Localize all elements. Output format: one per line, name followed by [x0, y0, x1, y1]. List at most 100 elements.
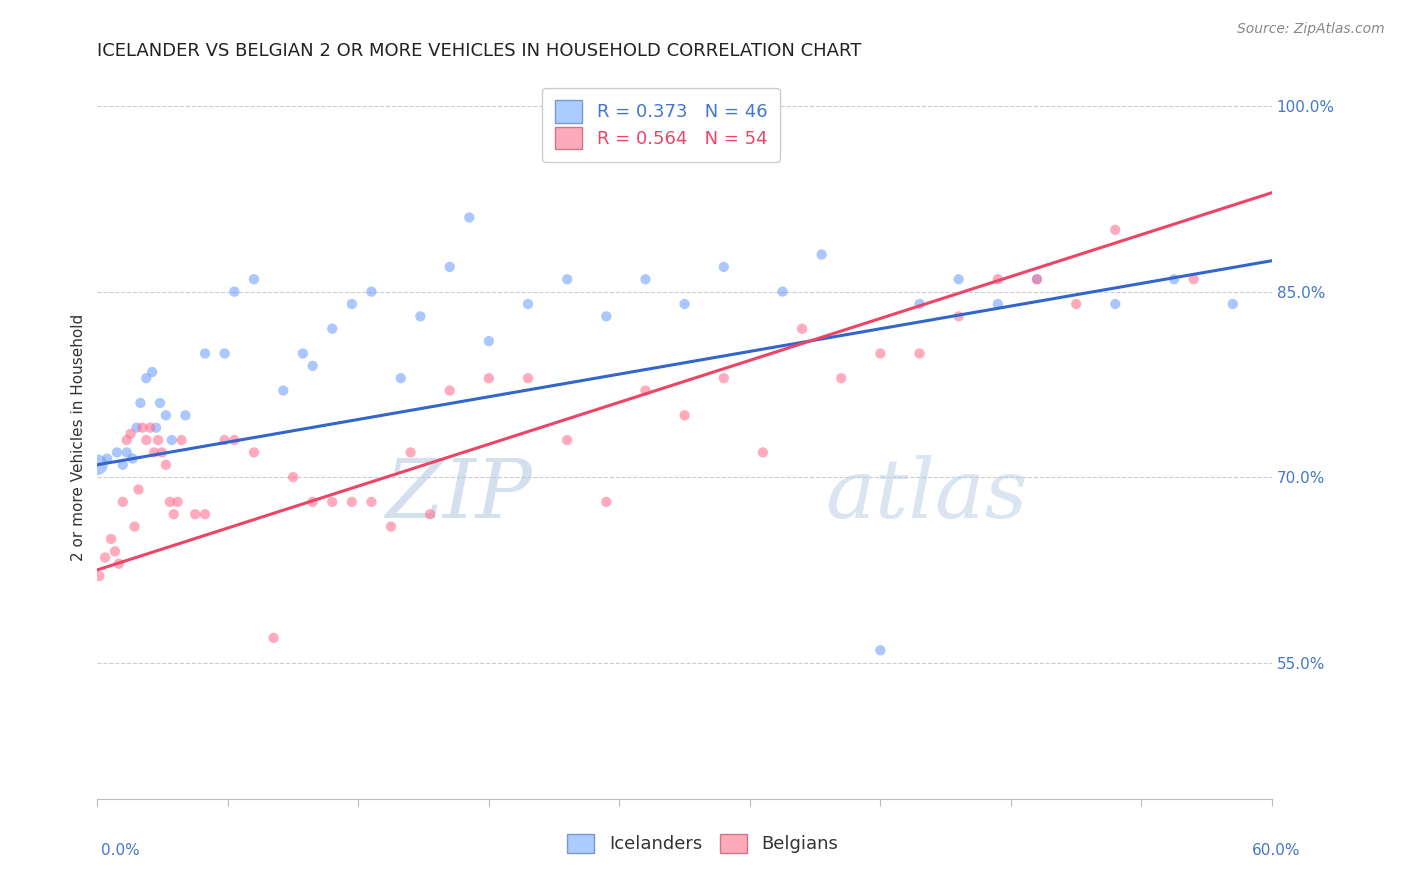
Point [115, 445, 138, 459]
Point [141, 365, 163, 379]
Point [1222, 297, 1244, 311]
Text: 0.0%: 0.0% [101, 843, 141, 858]
Point [478, 371, 501, 385]
Point [555, 433, 578, 447]
Point [869, 346, 891, 360]
Point [409, 310, 432, 324]
Point [127, 483, 149, 497]
Legend: R = 0.373   N = 46, R = 0.564   N = 54: R = 0.373 N = 46, R = 0.564 N = 54 [543, 87, 780, 161]
Point [389, 371, 412, 385]
Point [673, 297, 696, 311]
Point [1026, 272, 1049, 286]
Point [830, 371, 852, 385]
Point [360, 495, 382, 509]
Point [908, 346, 931, 360]
Point [439, 260, 461, 274]
Point [810, 247, 832, 261]
Point [1104, 223, 1126, 237]
Point [790, 322, 813, 336]
Point [105, 445, 128, 459]
Point [163, 508, 186, 522]
Point [948, 272, 970, 286]
Point [987, 297, 1010, 311]
Point [987, 272, 1010, 286]
Y-axis label: 2 or more Vehicles in Household: 2 or more Vehicles in Household [72, 313, 86, 560]
Point [713, 371, 735, 385]
Point [458, 211, 481, 225]
Point [340, 495, 363, 509]
Point [160, 433, 183, 447]
Legend: Icelanders, Belgians: Icelanders, Belgians [560, 827, 846, 861]
Point [517, 297, 540, 311]
Point [143, 445, 166, 459]
Point [108, 557, 131, 571]
Point [170, 433, 193, 447]
Text: ZIP: ZIP [385, 455, 531, 535]
Point [595, 310, 617, 324]
Point [419, 508, 441, 522]
Point [1104, 297, 1126, 311]
Point [135, 371, 157, 385]
Point [129, 396, 152, 410]
Point [214, 433, 236, 447]
Point [263, 631, 285, 645]
Point [273, 384, 295, 398]
Point [399, 445, 422, 459]
Point [281, 470, 304, 484]
Point [155, 409, 177, 423]
Point [166, 495, 188, 509]
Point [145, 420, 167, 434]
Point [517, 371, 540, 385]
Point [1026, 272, 1049, 286]
Point [321, 322, 343, 336]
Point [174, 409, 197, 423]
Point [121, 451, 143, 466]
Point [634, 384, 657, 398]
Point [869, 643, 891, 657]
Point [772, 285, 794, 299]
Point [301, 495, 323, 509]
Point [194, 346, 217, 360]
Point [159, 495, 181, 509]
Point [291, 346, 314, 360]
Text: atlas: atlas [825, 455, 1028, 535]
Point [100, 532, 122, 546]
Point [111, 495, 134, 509]
Point [1163, 272, 1185, 286]
Point [155, 458, 177, 472]
Point [124, 519, 146, 533]
Point [634, 272, 657, 286]
Text: ICELANDER VS BELGIAN 2 OR MORE VEHICLES IN HOUSEHOLD CORRELATION CHART: ICELANDER VS BELGIAN 2 OR MORE VEHICLES … [97, 42, 862, 60]
Point [224, 285, 246, 299]
Point [214, 346, 236, 360]
Point [104, 544, 127, 558]
Point [89, 569, 111, 583]
Point [301, 359, 323, 373]
Point [478, 334, 501, 348]
Point [908, 297, 931, 311]
Point [194, 508, 217, 522]
Point [184, 508, 207, 522]
Point [1182, 272, 1205, 286]
Point [125, 420, 148, 434]
Point [149, 396, 172, 410]
Point [243, 445, 266, 459]
Point [439, 384, 461, 398]
Point [120, 426, 142, 441]
Point [340, 297, 363, 311]
Point [673, 409, 696, 423]
Point [595, 495, 617, 509]
Point [713, 260, 735, 274]
Point [94, 550, 117, 565]
Point [86, 458, 108, 472]
Point [752, 445, 775, 459]
Point [380, 519, 402, 533]
Point [243, 272, 266, 286]
Point [150, 445, 173, 459]
Text: 60.0%: 60.0% [1253, 843, 1301, 858]
Point [96, 451, 118, 466]
Point [111, 458, 134, 472]
Point [135, 433, 157, 447]
Point [321, 495, 343, 509]
Text: Source: ZipAtlas.com: Source: ZipAtlas.com [1237, 22, 1385, 37]
